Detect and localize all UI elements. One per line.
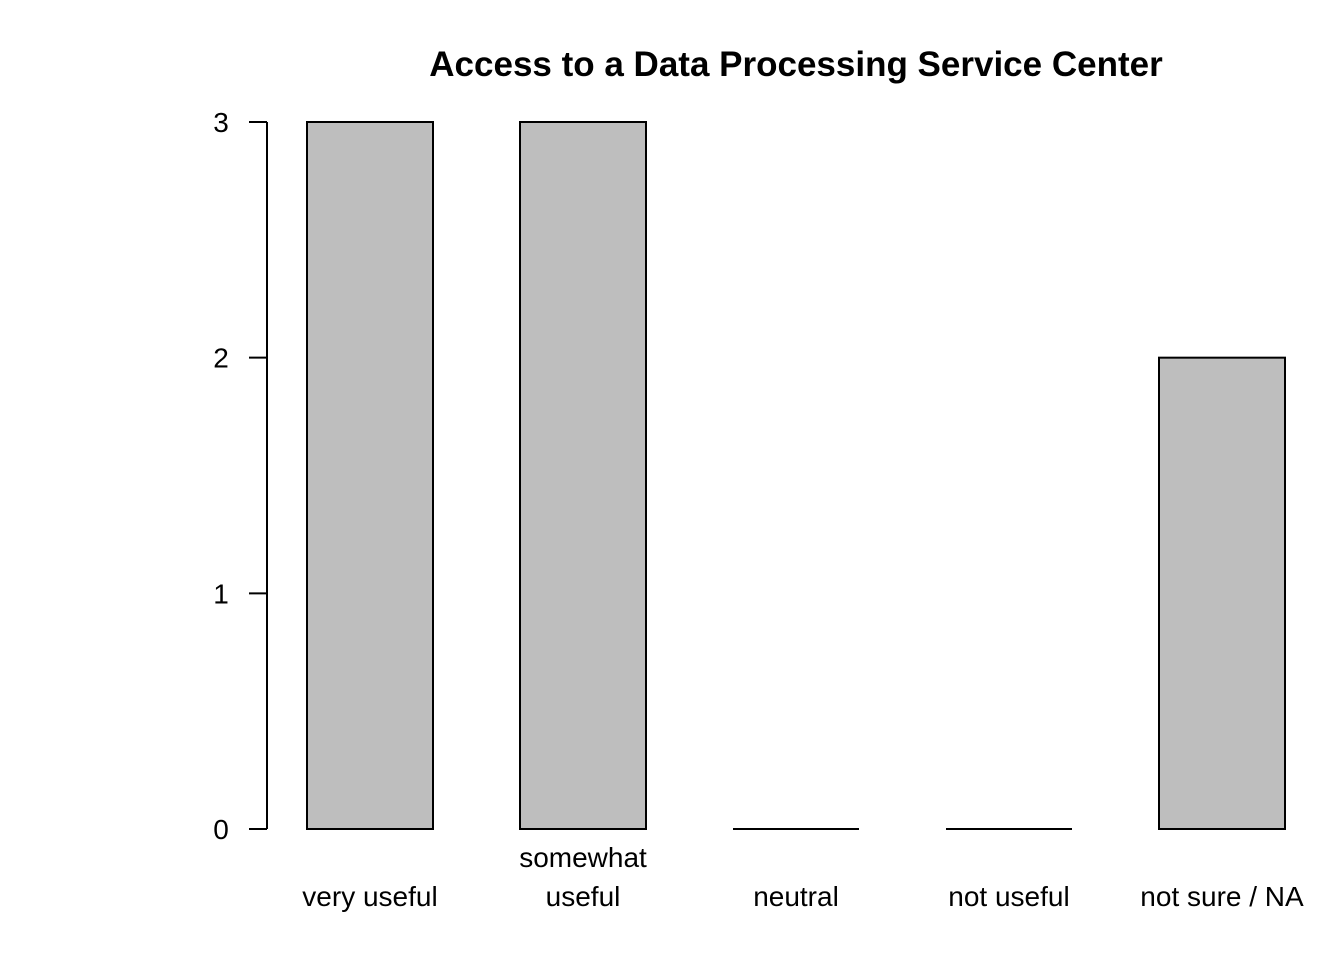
bar (1158, 356, 1286, 830)
y-tick-label: 0 (213, 814, 229, 845)
bar (519, 121, 647, 830)
y-tick-label: 2 (213, 343, 229, 374)
x-category-label: neutral (753, 881, 839, 912)
bars-group (306, 121, 1286, 830)
y-tick-label: 3 (213, 107, 229, 138)
x-category-label: not useful (948, 881, 1069, 912)
chart-title: Access to a Data Processing Service Cent… (429, 45, 1163, 84)
bar (306, 121, 434, 830)
x-category-label: not sure / NA (1140, 881, 1304, 912)
x-axis-labels: very useful somewhat useful neutral not usef… (302, 842, 1304, 912)
x-category-label: somewhat (519, 842, 647, 873)
y-tick-label: 1 (213, 578, 229, 609)
y-axis: 0 1 2 3 (213, 107, 268, 845)
x-category-label: useful (546, 881, 621, 912)
x-category-label: very useful (302, 881, 437, 912)
